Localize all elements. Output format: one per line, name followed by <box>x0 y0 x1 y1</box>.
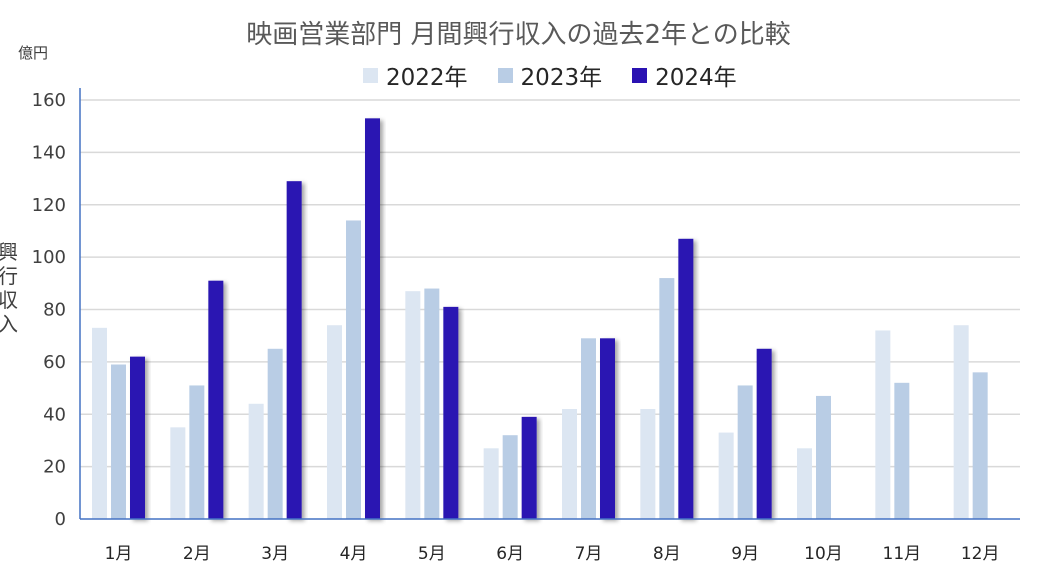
y-tick-label-20: 20 <box>43 457 66 478</box>
bars <box>92 118 988 520</box>
gridlines <box>80 99 1020 468</box>
bar-2024年-1月 <box>130 356 145 519</box>
bar-2024年-2月 <box>208 280 224 519</box>
x-tick-label-3月: 3月 <box>261 544 289 564</box>
bar-2023年-5月 <box>424 288 440 519</box>
bar-2023年-4月 <box>346 220 361 519</box>
y-tick-label-0: 0 <box>55 509 66 530</box>
bar-2022年-9月 <box>718 432 734 519</box>
bar-2023年-7月 <box>581 338 596 519</box>
x-tick-label-9月: 9月 <box>731 544 759 564</box>
x-tick-label-1月: 1月 <box>105 544 133 564</box>
y-tick-label-160: 160 <box>32 90 66 111</box>
x-tick-label-12月: 12月 <box>961 544 1000 564</box>
chart-title: 映画営業部門 月間興行収入の過去2年との比較 <box>246 20 791 50</box>
bar-2024年-7月 <box>600 338 615 519</box>
bar-2023年-3月 <box>267 348 283 519</box>
bar-2022年-8月 <box>640 409 656 519</box>
legend-swatch-2024 <box>632 67 648 83</box>
bar-2023年-10月 <box>816 395 831 519</box>
y-tick-label-60: 60 <box>43 352 66 373</box>
bar-2023年-9月 <box>737 385 753 519</box>
bar-2024年-6月 <box>521 416 537 519</box>
x-tick-label-7月: 7月 <box>575 544 603 564</box>
x-tick-label-8月: 8月 <box>653 544 681 564</box>
y-axis-title: 興 行 収 入 <box>0 240 18 336</box>
bar-2022年-5月 <box>405 291 421 519</box>
legend-item-2024: 2024年 <box>632 58 737 92</box>
bar-2023年-11月 <box>894 382 910 519</box>
bar-2022年-11月 <box>875 330 891 519</box>
x-tick-label-10月: 10月 <box>804 544 843 564</box>
y-tick-label-40: 40 <box>43 404 66 425</box>
legend-swatch-2022 <box>363 67 378 83</box>
bar-2022年-2月 <box>170 427 186 519</box>
bar-2022年-6月 <box>483 448 499 519</box>
legend-label-2023: 2023年 <box>520 65 603 91</box>
bar-2023年-8月 <box>659 278 675 519</box>
bar-2023年-2月 <box>189 385 205 519</box>
x-tick-label-2月: 2月 <box>183 544 211 564</box>
bar-2022年-12月 <box>953 325 969 519</box>
y-tick-label-80: 80 <box>43 300 66 321</box>
y-tick-label-120: 120 <box>32 195 66 216</box>
bar-2023年-1月 <box>111 364 126 519</box>
x-tick-label-4月: 4月 <box>340 544 368 564</box>
bar-2022年-3月 <box>248 403 264 519</box>
legend-item-2023: 2023年 <box>497 58 603 92</box>
axes: 0 20 40 60 80 100 120 140 160 1月 2月 3月 4月 5月 6月 7月 8月 9月 1… <box>32 88 1020 564</box>
x-tick-label-5月: 5月 <box>418 544 446 564</box>
legend-item-2022: 2022年 <box>363 58 468 92</box>
bar-2022年-7月 <box>562 409 577 519</box>
x-tick-label-6月: 6月 <box>496 544 524 564</box>
legend-label-2024: 2024年 <box>655 65 737 91</box>
legend-swatch-2023 <box>497 67 513 83</box>
bar-2023年-6月 <box>502 435 518 519</box>
legend-label-2022: 2022年 <box>386 65 468 91</box>
bar-2024年-5月 <box>443 306 459 519</box>
bar-2024年-3月 <box>286 181 302 519</box>
y-tick-label-100: 100 <box>32 247 66 268</box>
bar-2022年-10月 <box>797 448 812 519</box>
bar-2022年-4月 <box>327 325 342 519</box>
bar-2024年-4月 <box>365 118 380 520</box>
bar-2024年-9月 <box>756 348 772 519</box>
bar-2024年-8月 <box>678 238 694 519</box>
x-tick-label-11月: 11月 <box>883 544 922 564</box>
y-tick-label-140: 140 <box>32 142 66 163</box>
bar-2023年-12月 <box>972 372 988 519</box>
unit-label: 億円 <box>18 44 49 62</box>
legend: 2022年 2023年 2024年 <box>363 58 767 92</box>
bar-2022年-1月 <box>92 327 107 519</box>
